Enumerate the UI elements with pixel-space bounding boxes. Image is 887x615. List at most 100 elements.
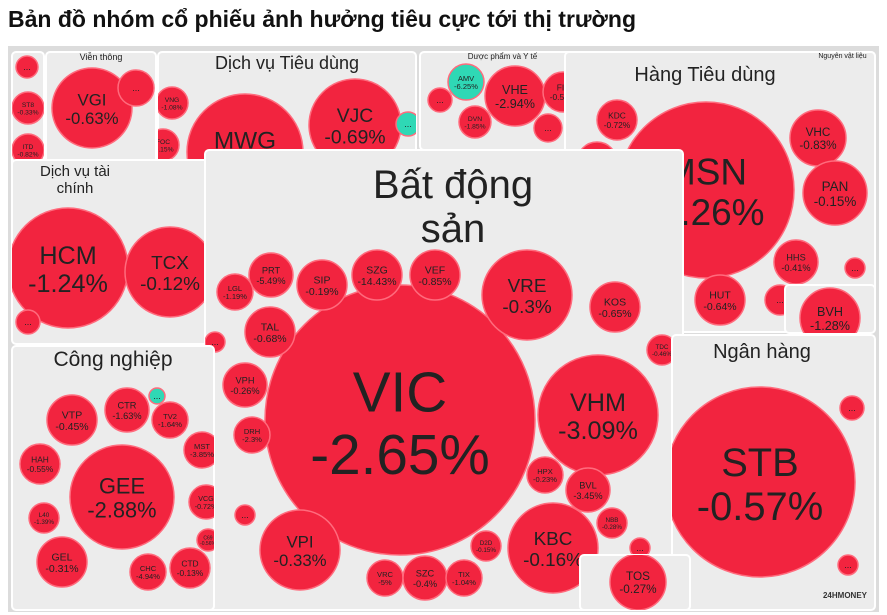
stock-change: -0.4% (413, 579, 437, 589)
stock-cell (15, 55, 39, 79)
stock-ticker: ... (844, 560, 852, 570)
stock-ticker: FIT (557, 83, 570, 93)
stock-cell (15, 309, 41, 335)
stock-cell (151, 401, 189, 439)
sector-cells: VIC-2.65%VRE-0.3%VHM-3.09%KBC-0.16%VPI-0… (205, 249, 678, 601)
stock-change: -1.28% (810, 319, 850, 333)
stock-cell (427, 87, 453, 113)
stock-change: -0.15% (476, 547, 496, 554)
stock-ticker: TOS (626, 570, 650, 583)
stock-ticker: SZG (366, 264, 388, 276)
stock-cell (526, 456, 564, 494)
stock-cell (244, 306, 296, 358)
stock-change: -0.57% (697, 485, 823, 529)
stock-change: -0.19% (305, 286, 338, 298)
stock-ticker: ITD (23, 144, 34, 151)
stock-ticker: VIC (353, 361, 448, 424)
stock-ticker: HUT (709, 289, 731, 301)
stock-ticker: ... (132, 83, 140, 93)
stock-change: -0.69% (324, 127, 385, 148)
stock-change: -6.25% (454, 82, 478, 91)
stock-ticker: TAL (261, 321, 280, 333)
stock-ticker: L40 (39, 512, 50, 519)
stock-change: -3.09% (558, 417, 638, 445)
stock-cell (188, 484, 214, 520)
stock-change: -1.24% (28, 270, 108, 298)
stock-ticker: TV2 (163, 412, 177, 421)
sector-name: Dịch vụ Tiêu dùng (214, 53, 360, 73)
stock-ticker: KOS (604, 296, 626, 308)
stock-ticker: C69 (203, 535, 212, 541)
stock-ticker: ... (211, 337, 219, 347)
sector-cells: VTP-0.45%CTR-1.63% TV2-1.64%HAH-0.55%GEE-… (19, 387, 214, 591)
stock-ticker: ST8 (22, 102, 35, 109)
stock-ticker: NBB (606, 517, 619, 524)
stock-ticker: AMV (458, 74, 474, 83)
stock-cell (672, 386, 856, 578)
stock-ticker: VHE (502, 83, 528, 97)
stock-ticker: GEE (99, 474, 145, 499)
stock-cell (51, 67, 133, 149)
stock-ticker: VGI (78, 90, 107, 109)
stock-ticker: VJC (337, 106, 374, 127)
stock-cell (28, 502, 60, 534)
sector-name: Viễn thông (79, 52, 123, 62)
stock-ticker: ... (436, 95, 444, 105)
stock-cell (609, 555, 667, 610)
stock-change: -0.85% (418, 276, 451, 288)
sector-cells: ... ST8-0.33% ITD-0.82% (12, 55, 44, 167)
stock-change: -1.04% (452, 578, 476, 587)
stock-ticker: KDC (608, 111, 626, 121)
stock-change: -0.13% (177, 568, 204, 578)
stock-cell (694, 274, 746, 326)
stock-ticker: STB (721, 441, 799, 485)
sector-name: Nguyên vật liệu (818, 53, 867, 60)
stock-cell (259, 509, 341, 591)
stock-ticker: VPI (286, 532, 313, 551)
stock-ticker: BVH (817, 305, 843, 319)
stock-cell (837, 554, 859, 576)
stock-change: -2.88% (87, 498, 156, 523)
stock-change: -0.46% (652, 351, 672, 358)
stock-ticker: VHM (570, 389, 626, 417)
stock-ticker: PAN (822, 179, 849, 194)
stock-ticker: PRT (262, 266, 281, 276)
stock-change: -3.45% (573, 491, 602, 501)
sector-cells: TOS-0.27% (609, 555, 667, 610)
stock-cell (148, 387, 166, 405)
stock-ticker: CHC (140, 564, 157, 573)
sector-cells: VGI-0.63%... (51, 67, 155, 149)
stock-ticker: ... (851, 263, 859, 273)
stock-cell (233, 416, 271, 454)
stock-change: -0.27% (619, 583, 657, 596)
stock-change: -0.65% (598, 308, 631, 320)
stock-change: -0.33% (273, 551, 326, 570)
sector-name: Dịch vụ tài chính (39, 163, 111, 197)
stock-change: -0.55% (27, 464, 54, 474)
stock-change: -0.31% (45, 563, 78, 575)
sector-name: Bất động sản (372, 163, 534, 251)
stock-ticker: SZC (416, 569, 435, 579)
stock-change: -0.82% (17, 151, 38, 158)
stock-cell (216, 273, 254, 311)
stock-cell (351, 249, 403, 301)
stock-change: -1.08% (161, 104, 182, 111)
stock-ticker: VRC (377, 570, 393, 579)
stock-cell (458, 105, 492, 139)
stock-ticker: ... (23, 62, 31, 72)
stock-cell (470, 530, 502, 562)
stock-change: -1.39% (34, 519, 54, 526)
stock-change: -3.85% (190, 450, 214, 459)
stock-ticker: TDC (656, 344, 669, 351)
stock-ticker: ... (544, 123, 552, 133)
stock-ticker: HHS (786, 253, 806, 263)
stock-change: -1.63% (112, 411, 141, 421)
stock-ticker: VTP (62, 409, 82, 421)
stock-change: -0.3% (502, 297, 552, 318)
stock-ticker: CTD (181, 559, 198, 569)
stock-ticker: ... (404, 119, 412, 129)
stock-cell (481, 249, 573, 341)
stock-ticker: HCM (39, 242, 96, 270)
stock-cell (565, 467, 611, 513)
